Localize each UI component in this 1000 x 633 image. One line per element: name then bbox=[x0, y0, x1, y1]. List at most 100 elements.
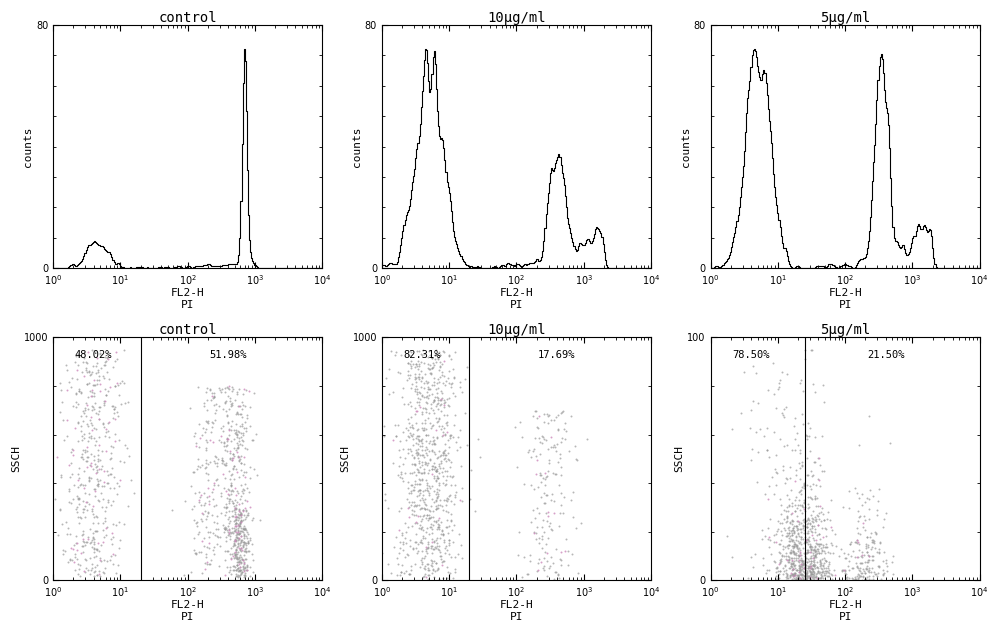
Point bbox=[107, 380, 123, 391]
Point bbox=[803, 556, 819, 566]
Point bbox=[443, 551, 459, 561]
Point bbox=[422, 349, 438, 360]
Point bbox=[225, 498, 241, 508]
Point bbox=[434, 557, 450, 567]
Point bbox=[96, 532, 112, 542]
Point bbox=[187, 548, 203, 558]
Point bbox=[792, 563, 808, 573]
Point bbox=[90, 476, 106, 486]
Point bbox=[79, 456, 95, 467]
Point bbox=[67, 357, 83, 367]
Point bbox=[227, 503, 243, 513]
Point bbox=[416, 452, 432, 462]
Point bbox=[750, 398, 766, 408]
Point bbox=[797, 502, 813, 512]
Point bbox=[424, 541, 440, 551]
Point bbox=[75, 536, 91, 546]
Point bbox=[228, 565, 244, 575]
Point bbox=[209, 531, 225, 541]
Point bbox=[229, 498, 245, 508]
Point bbox=[99, 556, 115, 567]
Point bbox=[99, 352, 115, 362]
Point bbox=[777, 560, 793, 570]
Point bbox=[811, 529, 827, 539]
Point bbox=[97, 396, 113, 406]
Point bbox=[215, 425, 231, 436]
Point bbox=[414, 373, 430, 384]
Point bbox=[412, 461, 428, 472]
Point bbox=[798, 569, 814, 579]
Point bbox=[820, 561, 836, 572]
Point bbox=[237, 570, 253, 580]
Point bbox=[222, 494, 238, 504]
Point bbox=[201, 538, 217, 548]
Point bbox=[565, 512, 581, 522]
Point bbox=[76, 483, 92, 493]
Point bbox=[803, 541, 819, 551]
Point bbox=[232, 509, 248, 519]
Point bbox=[535, 563, 551, 573]
Point bbox=[407, 518, 423, 528]
Point bbox=[789, 511, 805, 521]
Point bbox=[206, 456, 222, 466]
Point bbox=[536, 553, 552, 563]
Point bbox=[772, 548, 788, 558]
Point bbox=[236, 451, 252, 461]
Point bbox=[434, 501, 450, 511]
Point bbox=[778, 548, 794, 558]
Point bbox=[186, 545, 202, 555]
Point bbox=[426, 396, 442, 406]
Point bbox=[816, 396, 832, 406]
Point bbox=[245, 555, 261, 565]
Point bbox=[222, 446, 238, 456]
Point bbox=[809, 568, 825, 578]
Point bbox=[816, 546, 832, 556]
Point bbox=[849, 535, 865, 545]
Point bbox=[70, 493, 86, 503]
Point bbox=[411, 372, 427, 382]
Point bbox=[416, 425, 432, 436]
Point bbox=[790, 546, 806, 556]
Point bbox=[232, 439, 248, 449]
Point bbox=[229, 549, 245, 559]
Point bbox=[199, 559, 215, 569]
Point bbox=[194, 460, 210, 470]
Point bbox=[77, 540, 93, 550]
Point bbox=[433, 458, 449, 468]
Point bbox=[793, 573, 809, 584]
Point bbox=[79, 537, 95, 548]
Point bbox=[219, 546, 235, 556]
Point bbox=[428, 558, 444, 568]
Point bbox=[791, 551, 807, 561]
Point bbox=[836, 548, 852, 558]
Point bbox=[236, 384, 252, 394]
Point bbox=[452, 425, 468, 435]
Point bbox=[71, 386, 87, 396]
Point bbox=[810, 575, 826, 586]
Point bbox=[217, 387, 233, 397]
Point bbox=[802, 542, 818, 552]
Point bbox=[532, 449, 548, 459]
Point bbox=[579, 434, 595, 444]
Point bbox=[786, 520, 802, 530]
Point bbox=[873, 573, 889, 584]
Point bbox=[428, 425, 444, 435]
Point bbox=[424, 465, 440, 475]
Point bbox=[810, 539, 826, 549]
Point bbox=[541, 410, 557, 420]
Point bbox=[792, 551, 808, 561]
Point bbox=[534, 542, 550, 553]
Point bbox=[435, 449, 451, 460]
Point bbox=[858, 565, 874, 575]
Point bbox=[433, 529, 449, 539]
Point bbox=[394, 528, 410, 538]
Point bbox=[411, 474, 427, 484]
Point bbox=[81, 489, 97, 499]
Point bbox=[230, 554, 246, 564]
Point bbox=[798, 553, 814, 563]
Point bbox=[425, 512, 441, 522]
Point bbox=[189, 517, 205, 527]
Point bbox=[855, 572, 871, 582]
Point bbox=[403, 487, 419, 498]
Point bbox=[228, 532, 244, 542]
